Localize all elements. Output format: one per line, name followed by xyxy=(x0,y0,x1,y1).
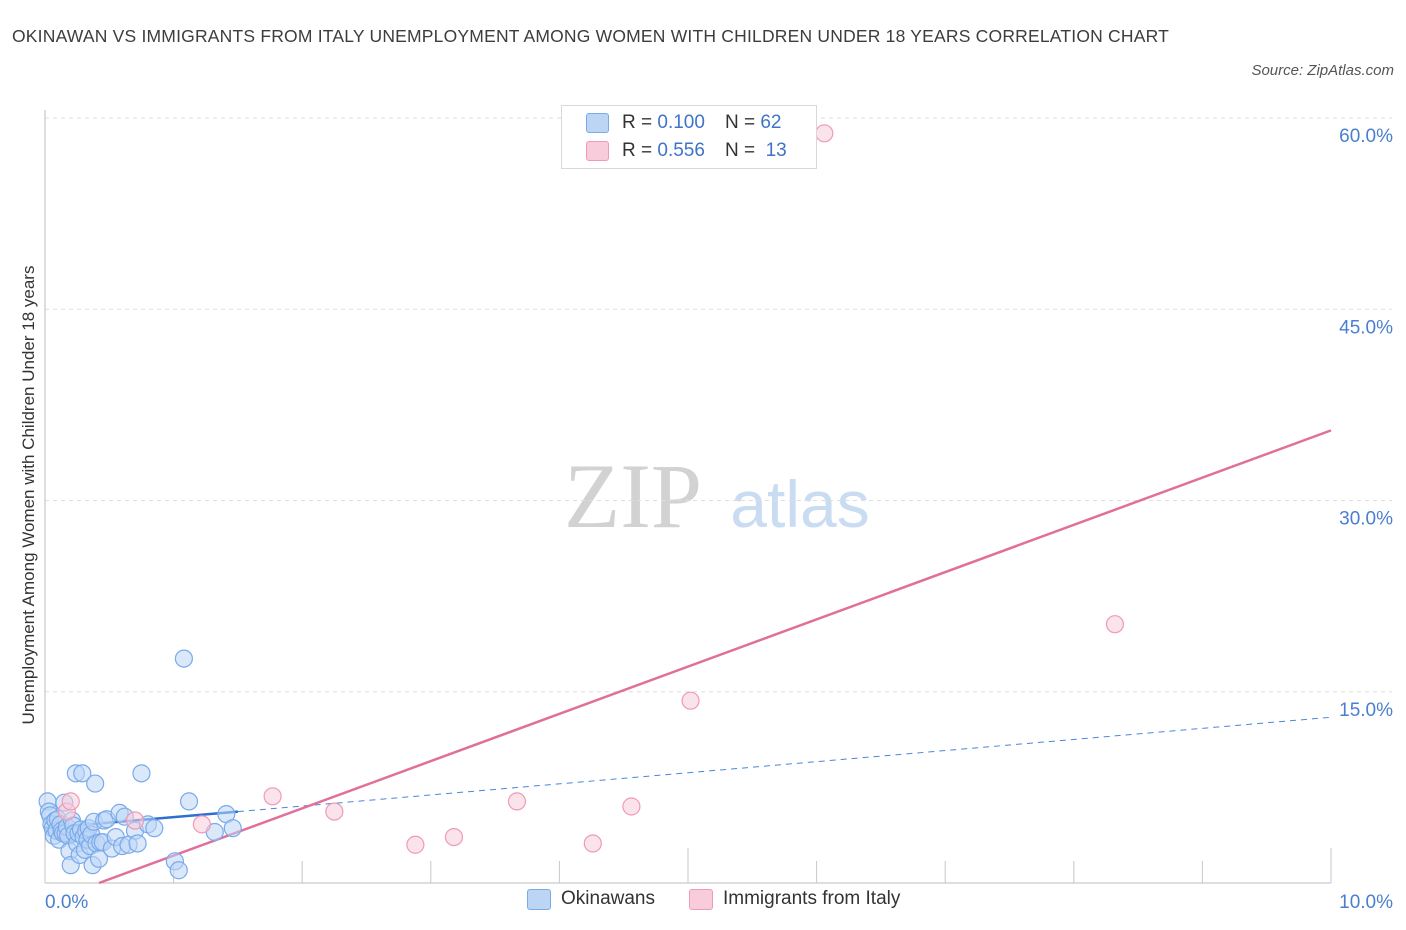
watermark-zip: ZIP xyxy=(564,445,702,547)
legend-item-italy: Immigrants from Italy xyxy=(689,888,900,910)
italy-point xyxy=(406,835,425,854)
italy-point xyxy=(125,811,145,830)
legend-r-label: R = xyxy=(622,112,653,133)
y-tick-label: 60.0% xyxy=(1339,126,1393,147)
zipatlas-watermark: ZIP atlas xyxy=(564,445,870,547)
okinawans-swatch xyxy=(586,113,609,133)
italy-point xyxy=(263,787,282,806)
italy-legend-label: Immigrants from Italy xyxy=(723,888,901,909)
italy-point xyxy=(583,834,602,853)
italy-point xyxy=(507,792,527,811)
y-tick-label: 30.0% xyxy=(1339,509,1393,530)
series-legend: Okinawans Immigrants from Italy xyxy=(0,888,1406,916)
source-label: Source: ZipAtlas.com xyxy=(1251,62,1394,79)
legend-r-value: 0.100 xyxy=(657,112,705,133)
okinawans-point xyxy=(128,834,147,853)
y-tick-label: 15.0% xyxy=(1339,700,1393,721)
italy-point xyxy=(192,815,211,834)
italy-point xyxy=(622,797,641,816)
italy-point xyxy=(681,691,700,710)
watermark-atlas: atlas xyxy=(730,467,869,541)
legend-row-italy: R = 0.556 N = 13 xyxy=(586,140,787,162)
okinawans-point xyxy=(169,861,188,880)
italy-trend-line xyxy=(98,429,1332,885)
legend-n-label: N = xyxy=(724,140,756,161)
italy-point xyxy=(325,802,344,821)
legend-n-value: 62 xyxy=(760,112,782,133)
okinawans-legend-swatch xyxy=(527,888,551,910)
x-tick-label: 0.0% xyxy=(45,892,88,913)
y-tick-label: 45.0% xyxy=(1339,317,1393,338)
stats-legend: R = 0.100 N = 62 R = 0.556 N = 13 xyxy=(561,105,817,169)
okinawans-legend-label: Okinawans xyxy=(561,888,655,909)
legend-row-okinawans: R = 0.100 N = 62 xyxy=(586,112,781,134)
legend-n-label: N = xyxy=(724,112,756,133)
okinawans-point xyxy=(179,792,199,811)
italy-point xyxy=(61,792,80,811)
okinawans-point xyxy=(86,774,105,793)
italy-point xyxy=(444,827,464,847)
x-tick-label: 10.0% xyxy=(1339,892,1393,913)
italy-point xyxy=(1105,615,1125,634)
italy-swatch xyxy=(586,141,609,161)
okinawans-point xyxy=(223,819,242,838)
okinawans-point xyxy=(132,764,151,783)
okinawans-point xyxy=(73,764,92,783)
legend-n-value: 13 xyxy=(765,140,787,161)
chart-title: OKINAWAN VS IMMIGRANTS FROM ITALY UNEMPL… xyxy=(12,26,1170,46)
okinawans-point xyxy=(174,649,193,668)
okinawans-trend-extension xyxy=(237,716,1332,813)
italy-legend-swatch xyxy=(689,888,713,910)
legend-r-value: 0.556 xyxy=(657,140,705,161)
italy-point xyxy=(815,124,834,143)
legend-item-okinawans: Okinawans xyxy=(527,888,655,910)
legend-r-label: R = xyxy=(622,140,653,161)
okinawans-point xyxy=(145,819,164,838)
